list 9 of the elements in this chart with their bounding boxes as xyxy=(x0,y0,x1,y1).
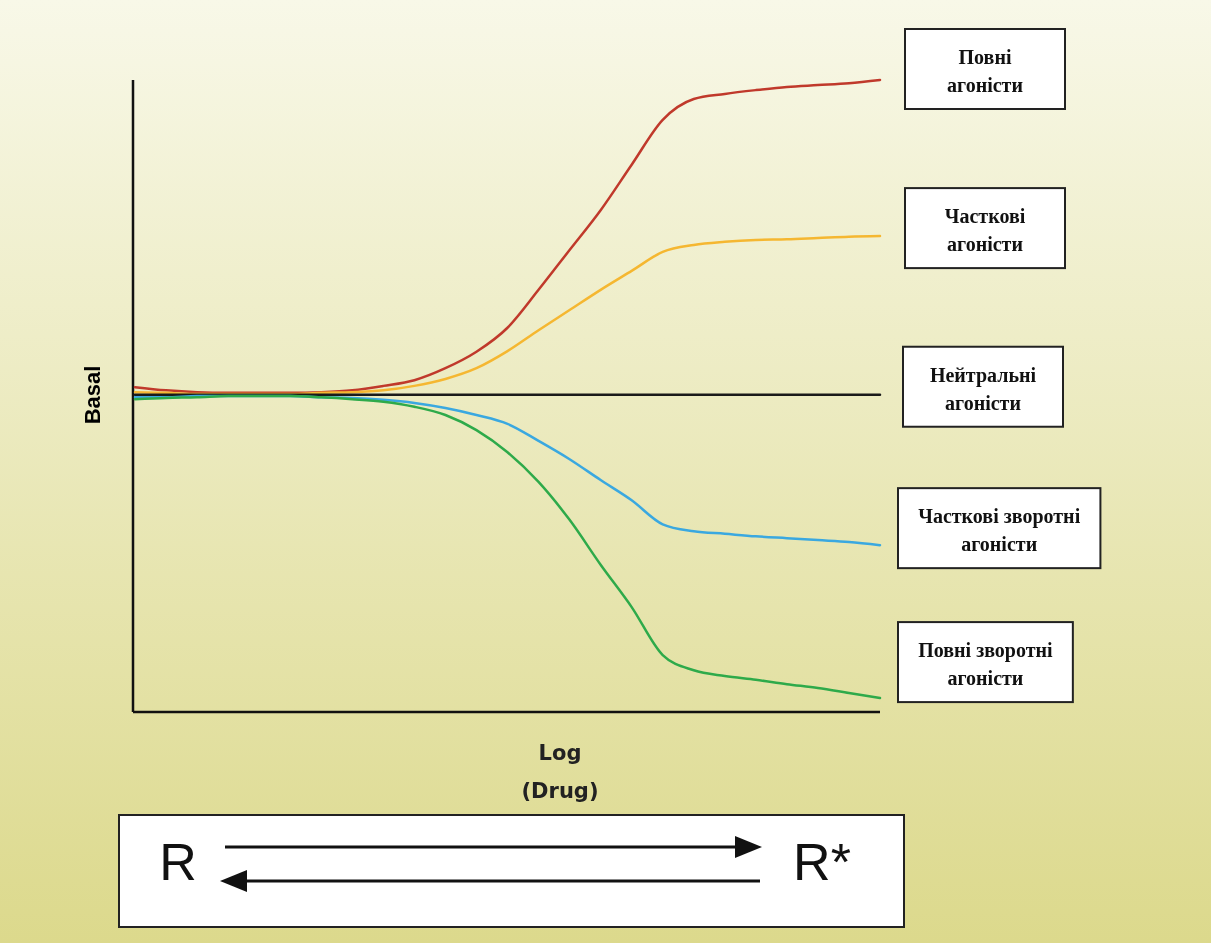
x-axis-title: Log (Drug) xyxy=(521,741,599,803)
text: Часткові агоністи xyxy=(944,205,1026,256)
series-label: Повні зворотні агоністи xyxy=(918,639,1054,690)
text: Нейтральні агоністи xyxy=(929,363,1037,414)
y-axis-title: Basal xyxy=(80,365,105,425)
text: R* xyxy=(793,833,851,891)
text: R xyxy=(159,833,197,891)
series-label: Часткові зворотні агоністи xyxy=(918,505,1081,556)
text: Повні агоністи xyxy=(947,46,1023,96)
